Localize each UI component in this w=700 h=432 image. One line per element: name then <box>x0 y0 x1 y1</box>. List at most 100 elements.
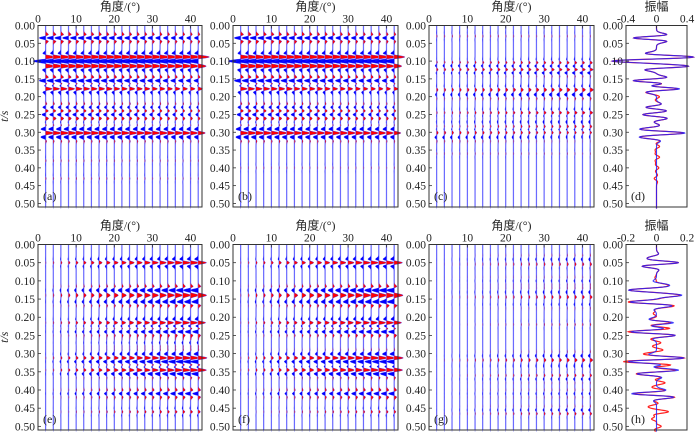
trace-wiggle <box>335 244 347 432</box>
y-tick-label: 0.15 <box>15 74 35 86</box>
trace-negative-fill <box>125 25 138 209</box>
y-axis-label: t/s <box>0 110 11 122</box>
trace-positive-fill <box>574 244 578 432</box>
trace-negative-fill <box>335 244 341 432</box>
x-tick-label: 20 <box>304 14 316 26</box>
x-tick-label: 30 <box>342 233 354 245</box>
trace-wiggle <box>518 25 524 209</box>
trace-wiggle <box>161 244 176 432</box>
y-tick-label: 0.25 <box>15 330 35 342</box>
trace-negative-fill <box>190 244 199 432</box>
trace-wiggle <box>488 25 493 209</box>
x-tick-label: 10 <box>70 233 82 245</box>
trace-negative-fill <box>81 244 84 432</box>
series-line <box>610 25 696 209</box>
y-tick-label: 0.10 <box>406 56 426 68</box>
y-tick-label: 0.35 <box>15 367 35 379</box>
trace-wiggle <box>586 25 594 209</box>
x-tick-label: 30 <box>538 233 550 245</box>
trace-negative-fill <box>117 25 130 209</box>
trace-positive-fill <box>521 244 523 432</box>
panel-frame <box>428 25 595 208</box>
y-tick-label: 0.30 <box>603 349 623 361</box>
y-tick-label: 0.05 <box>210 38 230 50</box>
trace-negative-fill <box>572 244 575 432</box>
trace-negative-fill <box>96 244 100 432</box>
trace-wiggle <box>571 25 579 209</box>
trace-wiggle <box>247 244 250 432</box>
y-tick-label: 0.35 <box>210 367 230 379</box>
y-tick-label: 0.50 <box>603 198 623 210</box>
trace-negative-fill <box>379 244 387 432</box>
x-tick-label: 40 <box>185 233 197 245</box>
y-tick-label: 0.00 <box>15 240 35 252</box>
y-tick-label: 0.40 <box>406 385 426 397</box>
x-tick-label: 10 <box>462 233 474 245</box>
trace-negative-fill <box>125 244 130 432</box>
panel-c: 0 10 20 30 40 0.00 0.05 0.10 0.15 0.20 0.25 0.30 0.3… <box>406 0 595 210</box>
y-tick-label: 0.05 <box>406 38 426 50</box>
trace-wiggle <box>489 244 492 432</box>
trace-positive-fill <box>332 244 339 432</box>
y-tick-label: 0.30 <box>210 127 230 139</box>
trace-negative-fill <box>235 25 249 209</box>
trace-positive-fill <box>567 244 570 432</box>
trace-wiggle <box>382 25 406 209</box>
trace-wiggle <box>66 244 71 432</box>
y-tick-label: 0.15 <box>15 294 35 306</box>
trace-negative-fill <box>282 25 295 209</box>
trace-negative-fill <box>109 25 122 209</box>
trace-negative-fill <box>146 244 153 432</box>
trace-wiggle <box>466 244 469 432</box>
trace-negative-fill <box>305 25 318 209</box>
trace-negative-fill <box>297 25 310 209</box>
trace-negative-fill <box>357 244 364 432</box>
x-tick-label: 30 <box>147 233 159 245</box>
y-tick-label: 0.50 <box>210 198 230 210</box>
y-tick-label: 0.20 <box>603 312 623 324</box>
y-tick-label: 0.25 <box>406 330 426 342</box>
trace-negative-fill <box>161 244 168 432</box>
x-tick-label: 20 <box>109 14 121 26</box>
x-tick-label: 0 <box>426 233 432 245</box>
trace-wiggle <box>580 244 586 432</box>
panel-label: (a) <box>43 189 56 203</box>
trace-negative-fill <box>103 244 107 432</box>
panel-label: (h) <box>631 412 645 426</box>
trace-wiggle <box>261 244 266 432</box>
panel-frame <box>428 244 595 431</box>
trace-wiggle <box>442 25 447 209</box>
trace-wiggle <box>327 244 339 432</box>
trace-wiggle <box>254 244 258 432</box>
y-tick-label: 0.00 <box>210 21 230 33</box>
y-tick-label: 0.50 <box>406 421 426 432</box>
trace-negative-fill <box>482 244 483 432</box>
y-tick-label: 0.45 <box>15 181 35 193</box>
panel-d: -0.4 0 0.4 0.00 0.05 0.10 0.15 0.20 0.25 0.30 0.35… <box>603 0 696 210</box>
trace-negative-fill <box>168 244 176 432</box>
y-tick-label: 0.20 <box>210 312 230 324</box>
trace-negative-fill <box>251 25 264 209</box>
x-tick-label: -0.4 <box>617 14 635 26</box>
y-tick-label: 0.50 <box>15 198 35 210</box>
y-tick-label: 0.40 <box>406 163 426 175</box>
trace-wiggle <box>480 25 485 209</box>
y-tick-label: 0.25 <box>603 109 623 121</box>
trace-wiggle <box>117 244 127 432</box>
trace-negative-fill <box>489 244 491 432</box>
trace-negative-fill <box>186 25 199 209</box>
y-tick-label: 0.35 <box>406 367 426 379</box>
trace-wiggle <box>153 244 168 432</box>
trace-wiggle <box>298 244 307 432</box>
trace-negative-fill <box>349 244 356 432</box>
y-tick-label: 0.30 <box>406 349 426 361</box>
y-tick-label: 0.05 <box>603 38 623 50</box>
y-tick-label: 0.20 <box>15 312 35 324</box>
y-tick-label: 0.10 <box>603 56 623 68</box>
series-line <box>627 244 686 432</box>
trace-negative-fill <box>175 244 183 432</box>
trace-positive-fill <box>340 244 347 432</box>
y-tick-label: 0.40 <box>15 163 35 175</box>
trace-negative-fill <box>52 244 54 432</box>
